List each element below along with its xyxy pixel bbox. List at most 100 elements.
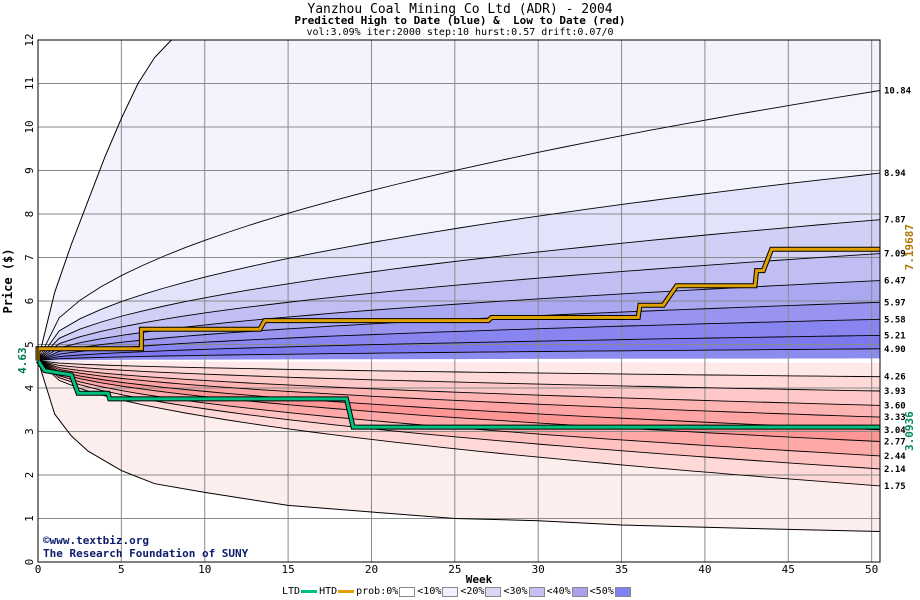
contour-line-12 [37, 360, 881, 418]
legend-item-4: <40% [546, 586, 571, 597]
contour-line-3 [37, 253, 881, 361]
contour-line-13 [37, 360, 881, 431]
legend-swatch-2 [485, 586, 502, 597]
band-contour-lines [37, 39, 881, 532]
band-end-label-8: 4.90 [884, 345, 906, 355]
y-tick-label-11: 11 [23, 77, 36, 90]
x-axis-label: Week [466, 573, 493, 586]
contour-line-17 [37, 360, 881, 487]
band-end-label-10: 3.93 [884, 387, 906, 397]
band-upper-outer [38, 40, 880, 361]
chart-title: Yanzhou Coal Mining Co Ltd (ADR) - 2004 [307, 2, 613, 17]
contour-line-8 [37, 348, 881, 362]
band-end-label-2: 7.87 [884, 216, 906, 226]
y-tick-label-8: 8 [23, 211, 36, 218]
band-lower-0 [38, 360, 880, 377]
axes: 0 5 10 15 20 25 30 35 40 45 500123456789101112Week… [1, 33, 881, 586]
x-tick-label-25: 25 [448, 563, 461, 576]
band-upper-6 [38, 319, 880, 361]
band-upper-0 [38, 90, 880, 361]
legend-swatch-0 [399, 586, 416, 597]
contour-line-1 [37, 172, 881, 361]
band-lower-2 [38, 360, 880, 406]
contour-line-11 [37, 360, 881, 406]
legend-swatch-4 [571, 586, 588, 597]
y-axis-label: Price ($) [1, 248, 15, 313]
end-labels: 4.63 10.84 8.94 7.87 7.09 6.47 5.97 5.58 5.21 4.9… [16, 86, 916, 491]
band-upper-1 [38, 173, 880, 361]
credit-org: The Research Foundation of SUNY [43, 547, 249, 560]
legend: LTD HTD prob:0% <10% <20% <30% <40% <50% [282, 586, 633, 597]
contour-line-0 [37, 90, 881, 361]
band-end-label-6: 5.58 [884, 315, 906, 325]
x-tick-label-10: 10 [198, 563, 211, 576]
y-tick-label-4: 4 [23, 384, 36, 391]
legend-item-5: <50% [589, 586, 614, 597]
band-end-label-3: 7.09 [884, 250, 906, 260]
band-end-label-12: 3.33 [884, 413, 906, 423]
y-tick-label-5: 5 [23, 341, 36, 348]
band-lower-4 [38, 360, 880, 430]
band-end-label-9: 4.26 [884, 373, 906, 383]
x-tick-label-30: 30 [532, 563, 545, 576]
y-tick-label-3: 3 [23, 428, 36, 435]
x-tick-label-5: 5 [118, 563, 125, 576]
band-upper-2 [38, 219, 880, 361]
x-tick-label-0: 0 [35, 563, 42, 576]
legend-ltd-line [301, 590, 318, 593]
ltd-line [36, 359, 880, 429]
legend-swatch-1 [442, 586, 459, 597]
band-lower-outer [38, 360, 880, 532]
y-tick-label-6: 6 [23, 298, 36, 305]
contour-line-2 [37, 219, 881, 361]
legend-item-1: <10% [417, 586, 442, 597]
x-tick-label-20: 20 [365, 563, 378, 576]
band-end-label-15: 2.44 [884, 452, 906, 462]
x-tick-label-45: 45 [782, 563, 795, 576]
x-tick-label-50: 50 [865, 563, 878, 576]
band-upper-8 [38, 348, 880, 361]
ltd-final-label: 3.0936 [903, 411, 916, 451]
legend-prob-label: prob:0% [356, 586, 399, 597]
band-lower-5 [38, 360, 880, 442]
y-tick-label-7: 7 [23, 254, 36, 261]
contour-line-14 [37, 360, 881, 442]
band-lower-6 [38, 360, 880, 456]
band-end-label-14: 2.77 [884, 438, 906, 448]
credit-url: ©www.textbiz.org [43, 534, 149, 547]
htd-final-label: 7.19687 [903, 224, 916, 270]
contour-line-16 [37, 360, 881, 470]
legend-item-2: <20% [460, 586, 485, 597]
band-lower-1 [38, 360, 880, 391]
contour-line-6 [37, 318, 881, 362]
legend-htd-label: HTD [319, 586, 338, 597]
legend-swatch-3 [528, 586, 545, 597]
htd-line [36, 247, 880, 361]
y-tick-label-0: 0 [23, 559, 36, 566]
y-tick-label-10: 10 [23, 120, 36, 133]
outer-upper-line [37, 39, 172, 361]
contour-line-10 [37, 360, 881, 392]
simulation-params: vol:3.09% iter:2000 step:10 hurst:0.57 d… [306, 27, 614, 38]
series-lines [35, 246, 880, 430]
y-tick-label-2: 2 [23, 472, 36, 479]
band-end-label-0: 10.84 [884, 86, 912, 96]
contour-line-9 [37, 360, 881, 378]
legend-item-3: <30% [503, 586, 528, 597]
x-tick-label-40: 40 [698, 563, 711, 576]
x-tick-label-15: 15 [281, 563, 294, 576]
y-tick-label-9: 9 [23, 167, 36, 174]
band-end-label-17: 1.75 [884, 482, 906, 492]
start-price-label: 4.63 [16, 347, 29, 374]
band-end-label-13: 3.04 [884, 426, 906, 436]
outer-lower-line [37, 360, 881, 532]
band-upper-5 [38, 302, 880, 361]
legend-ltd-label: LTD [282, 586, 301, 597]
band-end-label-5: 5.97 [884, 298, 906, 308]
band-end-label-16: 2.14 [884, 465, 906, 475]
band-end-label-11: 3.60 [884, 401, 906, 411]
band-lower-3 [38, 360, 880, 418]
chart-subtitle: Predicted High to Date (blue) & Low to D… [294, 14, 626, 27]
y-tick-label-1: 1 [23, 515, 36, 522]
